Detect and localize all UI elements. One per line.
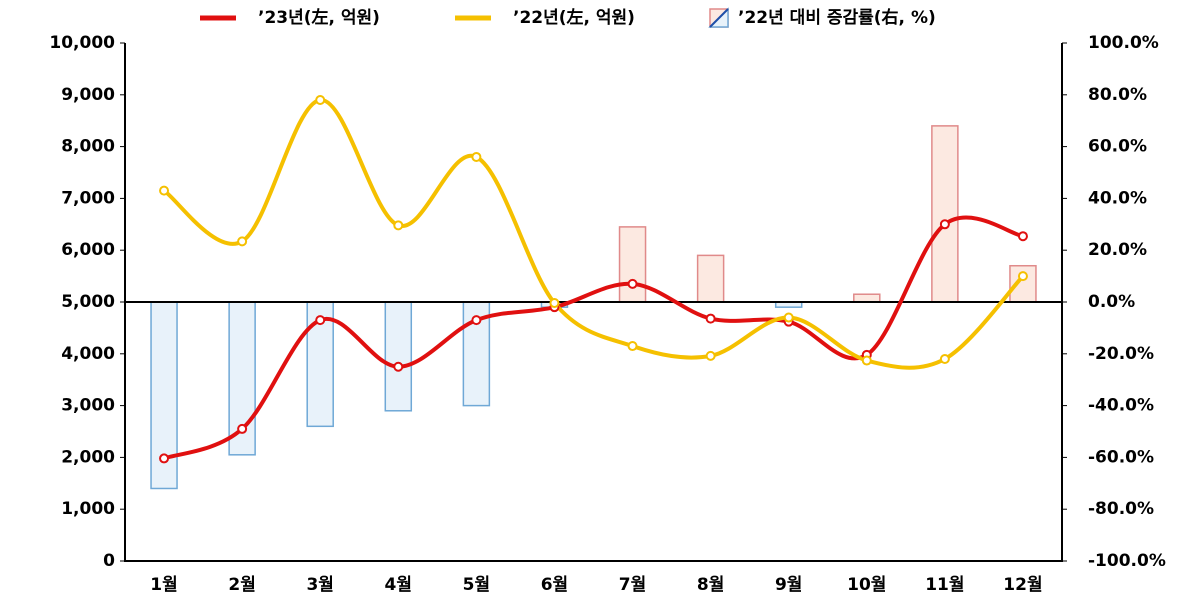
x-tick-label: 11월 xyxy=(925,575,964,595)
legend-label: ’22년 대비 증감률(右, %) xyxy=(738,7,936,28)
y-tick-label: 9,000 xyxy=(61,85,115,105)
y2-tick-label: 80.0% xyxy=(1088,85,1147,105)
y-tick-label: 5,000 xyxy=(61,292,115,312)
point xyxy=(315,94,326,105)
y2-tick-label: 100.0% xyxy=(1088,33,1159,53)
point xyxy=(939,353,950,364)
point xyxy=(705,350,716,361)
y2-tick-label: -80.0% xyxy=(1088,499,1154,519)
y2-tick-label: -20.0% xyxy=(1088,344,1154,364)
x-tick-label: 2월 xyxy=(228,575,255,595)
bar xyxy=(618,226,647,303)
x-tick-label: 8월 xyxy=(697,575,724,595)
x-tick-label: 6월 xyxy=(541,575,568,595)
y2-tick-label: -100.0% xyxy=(1088,551,1166,571)
point xyxy=(159,185,170,196)
point xyxy=(315,315,326,326)
bar xyxy=(696,254,725,303)
bar xyxy=(853,293,881,303)
y2-tick-label: 60.0% xyxy=(1088,137,1147,157)
x-tick-label: 12월 xyxy=(1003,575,1042,595)
line xyxy=(162,97,1025,370)
point xyxy=(237,236,248,247)
point xyxy=(393,361,404,372)
y-tick-label: 2,000 xyxy=(61,447,115,467)
y2-tick-label: -40.0% xyxy=(1088,396,1154,416)
y-tick-label: 0 xyxy=(103,551,115,571)
point xyxy=(627,341,638,352)
x-tick-label: 1월 xyxy=(150,575,177,595)
point xyxy=(159,453,170,464)
y2-tick-label: 40.0% xyxy=(1088,188,1147,208)
point xyxy=(1017,231,1028,242)
point xyxy=(783,312,794,323)
y-tick-label: 4,000 xyxy=(61,344,115,364)
x-tick-label: 4월 xyxy=(385,575,412,595)
axis-frame xyxy=(124,43,1063,562)
legend-label: ’23년(左, 억원) xyxy=(258,7,380,28)
point xyxy=(393,220,404,231)
point xyxy=(471,315,482,326)
x-tick-label: 7월 xyxy=(619,575,646,595)
bar xyxy=(931,125,959,303)
y-tick-label: 8,000 xyxy=(61,137,115,157)
x-tick-label: 3월 xyxy=(306,575,333,595)
y2-tick-label: 20.0% xyxy=(1088,240,1147,260)
legend-swatch-diag xyxy=(709,8,729,28)
bar xyxy=(306,301,334,428)
legend-label: ’22년(左, 억원) xyxy=(513,7,635,28)
bar xyxy=(384,301,413,412)
point xyxy=(237,423,248,434)
y2-tick-label: 0.0% xyxy=(1088,292,1135,312)
y-tick-label: 6,000 xyxy=(61,240,115,260)
y-tick-label: 1,000 xyxy=(61,499,115,519)
point xyxy=(549,298,560,309)
point xyxy=(471,151,482,162)
line xyxy=(163,215,1024,461)
y-tick-label: 7,000 xyxy=(61,188,115,208)
x-tick-label: 5월 xyxy=(463,575,490,595)
point xyxy=(1017,271,1028,282)
point xyxy=(939,219,950,230)
x-tick-label: 10월 xyxy=(847,575,886,595)
point xyxy=(861,355,872,366)
point xyxy=(627,278,638,289)
y-tick-label: 3,000 xyxy=(61,396,115,416)
y2-tick-label: -60.0% xyxy=(1088,447,1154,467)
y-tick-label: 10,000 xyxy=(49,33,115,53)
x-tick-label: 9월 xyxy=(775,575,802,595)
point xyxy=(705,313,716,324)
